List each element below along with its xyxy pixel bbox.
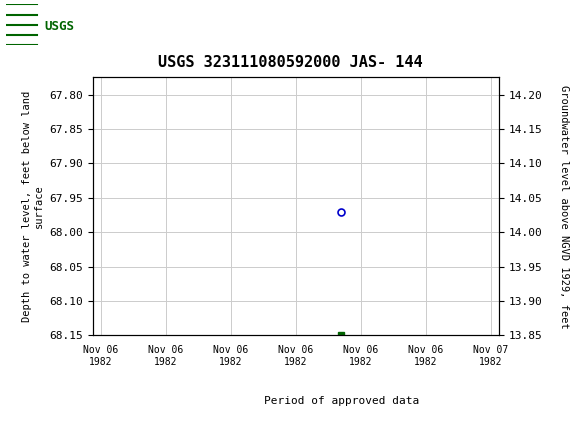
- Text: Period of approved data: Period of approved data: [264, 396, 419, 406]
- Y-axis label: Groundwater level above NGVD 1929, feet: Groundwater level above NGVD 1929, feet: [559, 85, 569, 328]
- Y-axis label: Depth to water level, feet below land
surface: Depth to water level, feet below land su…: [22, 91, 44, 322]
- Text: ≡USGS: ≡USGS: [12, 17, 66, 35]
- Text: USGS 323111080592000 JAS- 144: USGS 323111080592000 JAS- 144: [158, 55, 422, 70]
- FancyBboxPatch shape: [6, 5, 93, 46]
- Text: USGS: USGS: [44, 20, 74, 33]
